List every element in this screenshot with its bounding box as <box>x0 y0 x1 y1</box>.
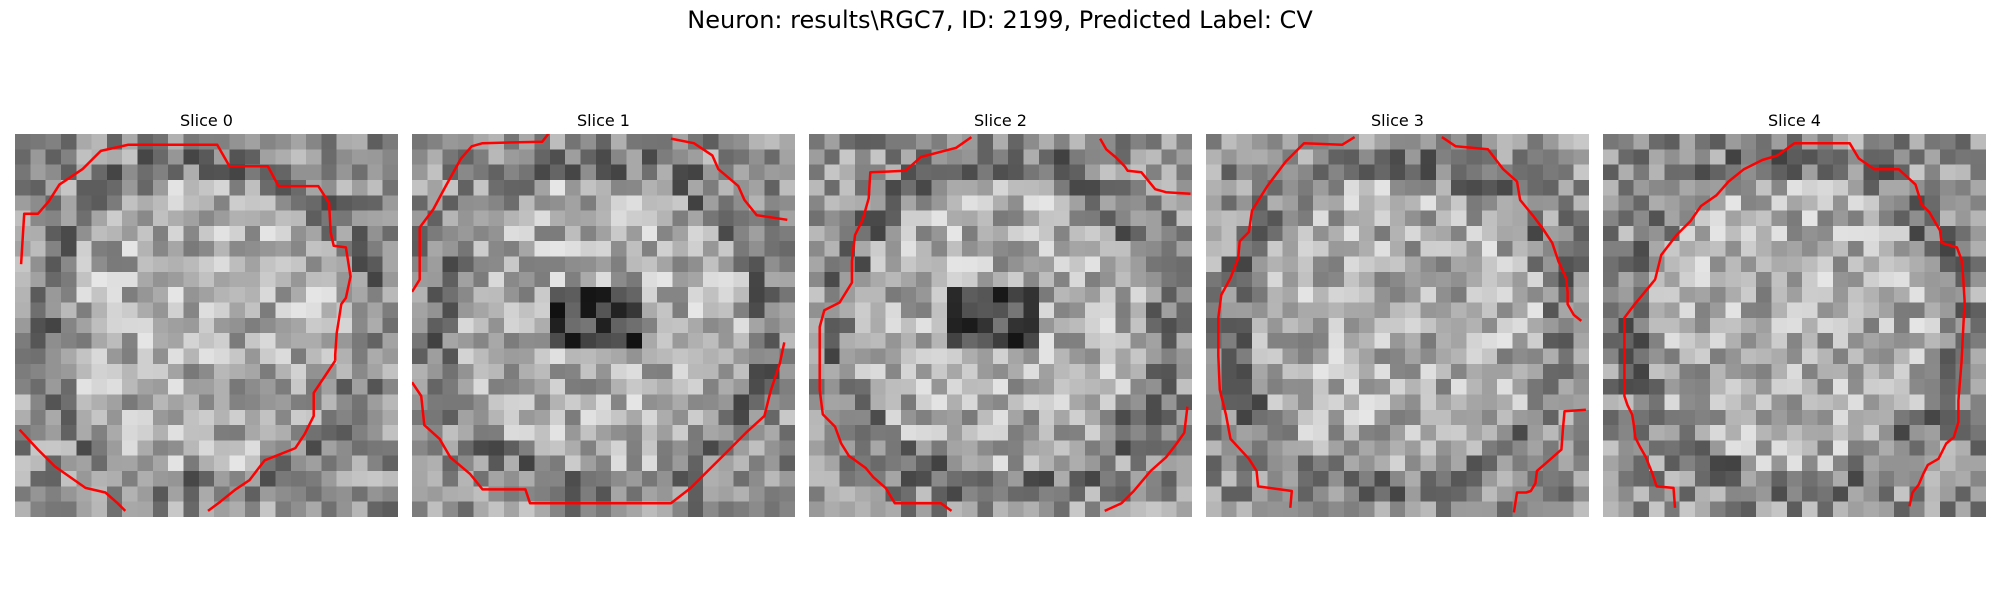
slice-title: Slice 2 <box>974 111 1027 130</box>
contour-segment <box>1104 406 1189 513</box>
contour-segment <box>1099 137 1191 195</box>
contour-segment <box>1512 408 1586 513</box>
contour-segment <box>1623 141 1966 508</box>
contour-outline <box>412 134 788 505</box>
slice-title: Slice 0 <box>180 111 233 130</box>
pixel-grid <box>809 134 1192 517</box>
pixel-grid <box>1603 134 1986 517</box>
contour-segment <box>1217 136 1356 508</box>
contour-segment <box>818 136 973 512</box>
slice-panel-3: Slice 3 <box>1206 108 1589 517</box>
contour-outline <box>1623 141 1966 508</box>
contour-outline <box>18 143 352 512</box>
contour-segment <box>412 342 786 505</box>
slice-image-4 <box>1603 134 1986 517</box>
contour-segment <box>18 428 127 512</box>
contour-outline <box>818 136 1191 513</box>
contour-segment <box>670 137 788 222</box>
contour-segment <box>412 134 550 293</box>
slice-image-1 <box>412 134 795 517</box>
slice-title: Slice 3 <box>1371 111 1424 130</box>
slice-title: Slice 4 <box>1768 111 1821 130</box>
slice-title: Slice 1 <box>577 111 630 130</box>
contour-outline <box>1217 136 1586 513</box>
slice-image-0 <box>15 134 398 517</box>
slice-panel-4: Slice 4 <box>1603 108 1986 517</box>
slice-image-3 <box>1206 134 1589 517</box>
pixel-grid <box>15 134 398 517</box>
contour-segment <box>19 143 352 361</box>
contour-segment <box>207 360 337 512</box>
slice-image-2 <box>809 134 1192 517</box>
slice-panel-2: Slice 2 <box>809 108 1192 517</box>
slice-panel-0: Slice 0 <box>15 108 398 517</box>
contour-segment <box>1441 136 1583 322</box>
slice-panel-1: Slice 1 <box>412 108 795 517</box>
figure-title: Neuron: results\RGC7, ID: 2199, Predicte… <box>687 6 1313 34</box>
pixel-grid <box>412 134 795 517</box>
